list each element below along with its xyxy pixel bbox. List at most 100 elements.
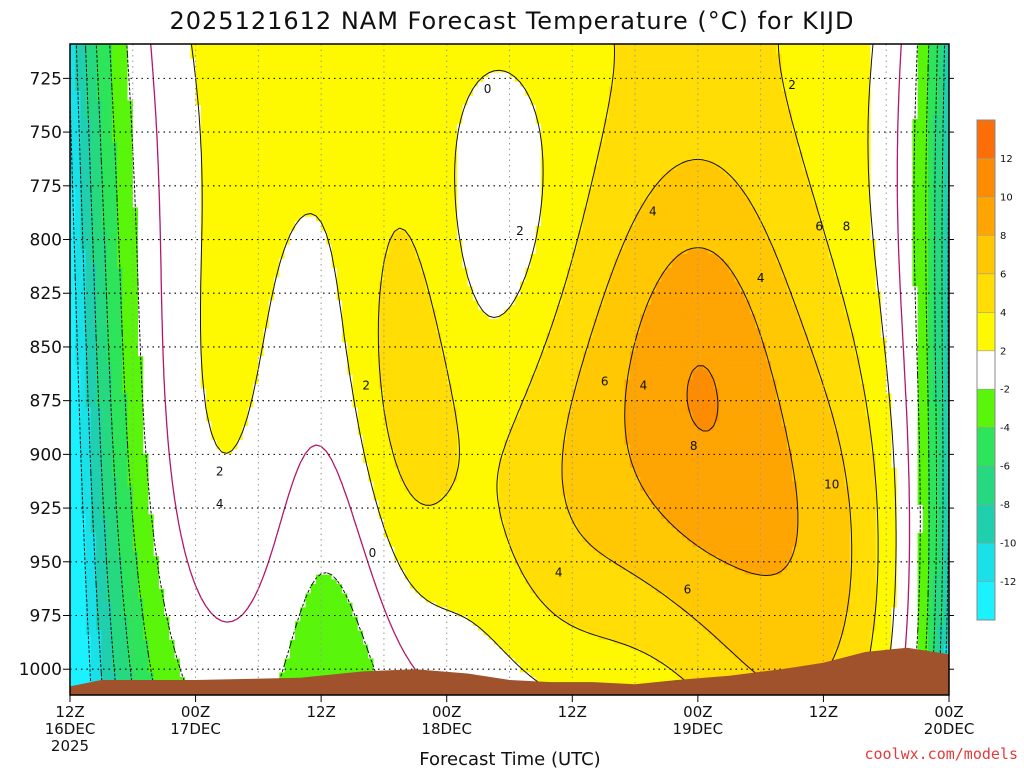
temperature-cell (509, 597, 516, 603)
temperature-cell (90, 560, 97, 566)
temperature-cell (169, 606, 176, 612)
temperature-cell (587, 606, 594, 612)
temperature-cell (174, 602, 181, 608)
temperature-cell (535, 560, 542, 566)
temperature-cell (535, 555, 542, 561)
temperature-cell (80, 662, 87, 668)
temperature-cell (122, 588, 129, 594)
temperature-cell (812, 588, 819, 594)
temperature-cell (676, 667, 683, 673)
temperature-cell (640, 634, 647, 640)
temperature-cell (206, 629, 212, 636)
temperature-cell (860, 602, 866, 608)
temperature-cell (839, 597, 845, 603)
temperature-cell (860, 583, 866, 589)
temperature-cell (158, 648, 165, 654)
temperature-cell (90, 588, 97, 594)
temperature-cell (619, 574, 626, 580)
temperature-cell (174, 555, 181, 561)
temperature-cell (635, 657, 641, 664)
temperature-cell (101, 634, 108, 640)
temperature-cell (629, 606, 636, 612)
temperature-cell (410, 560, 416, 566)
temperature-cell (363, 629, 369, 636)
temperature-cell (436, 639, 443, 645)
temperature-cell (671, 578, 678, 584)
temperature-cell (279, 625, 286, 631)
temperature-cell (179, 639, 186, 645)
temperature-cell (357, 588, 364, 594)
temperature-cell (483, 634, 490, 640)
temperature-cell (823, 648, 830, 654)
temperature-cell (901, 560, 908, 566)
temperature-cell (614, 643, 620, 650)
temperature-cell (75, 574, 82, 580)
temperature-cell (624, 606, 631, 612)
temperature-cell (226, 643, 233, 650)
temperature-cell (593, 615, 600, 622)
temperature-cell (420, 578, 427, 584)
temperature-cell (629, 629, 636, 636)
temperature-cell (739, 667, 746, 673)
temperature-cell (138, 592, 144, 598)
temperature-cell (744, 620, 751, 626)
temperature-cell (284, 583, 291, 589)
temperature-cell (666, 597, 673, 603)
temperature-cell (546, 615, 552, 622)
temperature-cell (514, 592, 521, 598)
temperature-cell (127, 560, 134, 566)
temperature-cell (797, 653, 804, 659)
temperature-cell (336, 564, 343, 571)
temperature-cell (823, 611, 830, 617)
temperature-cell (289, 569, 296, 575)
temperature-cell (551, 629, 558, 636)
temperature-cell (164, 602, 171, 608)
temperature-cell (656, 653, 662, 659)
temperature-cell (378, 588, 385, 594)
temperature-cell (368, 667, 375, 673)
temperature-cell (279, 569, 286, 575)
temperature-cell (253, 578, 259, 584)
temperature-cell (687, 611, 694, 617)
temperature-cell (80, 676, 87, 682)
temperature-cell (153, 620, 160, 626)
temperature-cell (158, 629, 165, 636)
temperature-cell (912, 602, 919, 608)
temperature-cell (200, 625, 207, 631)
temperature-cell (561, 662, 568, 668)
temperature-cell (106, 592, 113, 598)
temperature-cell (556, 583, 563, 589)
temperature-cell (514, 629, 521, 636)
temperature-cell (708, 643, 715, 650)
temperature-cell (519, 629, 526, 636)
temperature-cell (247, 667, 254, 673)
temperature-cell (80, 671, 87, 677)
temperature-cell (839, 564, 845, 571)
temperature-cell (305, 615, 312, 622)
temperature-cell (211, 629, 218, 636)
temperature-cell (671, 625, 678, 631)
temperature-cell (185, 643, 191, 650)
temperature-cell (158, 602, 165, 608)
temperature-cell (938, 648, 945, 654)
temperature-cell (943, 611, 949, 617)
temperature-cell (216, 657, 223, 664)
temperature-cell (289, 671, 296, 677)
temperature-cell (781, 625, 788, 631)
temperature-cell (854, 629, 861, 636)
temperature-cell (535, 629, 542, 636)
temperature-cell (666, 574, 673, 580)
temperature-cell (561, 592, 568, 598)
temperature-cell (886, 634, 893, 640)
temperature-cell (744, 625, 751, 631)
temperature-cell (907, 588, 913, 594)
temperature-cell (368, 560, 375, 566)
temperature-cell (195, 620, 202, 626)
temperature-cell (399, 606, 406, 612)
temperature-cell (645, 615, 652, 622)
temperature-cell (676, 625, 683, 631)
temperature-cell (101, 564, 108, 571)
temperature-cell (467, 564, 474, 571)
temperature-cell (399, 588, 406, 594)
temperature-cell (158, 620, 165, 626)
